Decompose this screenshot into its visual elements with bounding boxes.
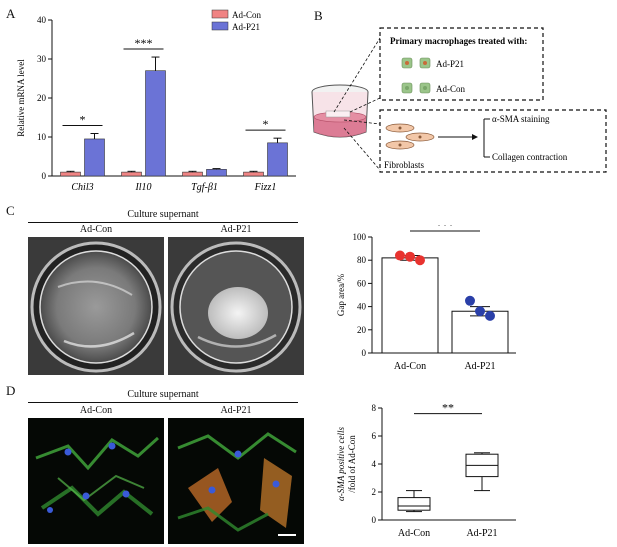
collagen-gel-photo-p21 xyxy=(168,237,304,375)
sig-marker: *** xyxy=(135,36,153,50)
y-tick-label: 0 xyxy=(362,348,367,358)
y-tick-label: 0 xyxy=(42,171,47,181)
sma-boxplot: 0 2 4 6 8 α-SMA positive cells/fold of Ad-Con… xyxy=(336,401,516,539)
sig-marker: * xyxy=(263,117,269,131)
fibroblast-icon xyxy=(385,123,435,150)
bar-ad-con-1 xyxy=(121,171,142,177)
mrna-bar-chart: Ad-Con Ad-P21 0 10 20 30 40 Relative mRNA leve… xyxy=(16,9,296,193)
bar-ad-con-2 xyxy=(182,171,203,177)
panel-d-header: Culture supernant xyxy=(127,389,199,400)
y-tick-label: 2 xyxy=(372,487,377,497)
y-tick-label: 4 xyxy=(372,459,377,469)
y-tick-label: 40 xyxy=(357,302,367,312)
y-tick-label: 60 xyxy=(357,278,367,288)
x-label: Ad-Con xyxy=(398,528,430,539)
panel-label-b: B xyxy=(314,8,323,23)
macrophage-icon-p21 xyxy=(401,57,431,69)
gap-area-chart: 0 20 40 60 80 100 Gap area/% Ad-Con Ad-P21 *** xyxy=(336,225,516,372)
gene-label: Chil3 xyxy=(71,182,93,193)
y-tick-label: 8 xyxy=(372,403,377,413)
gene-label: Fizz1 xyxy=(254,182,277,193)
bar-ad-con-0 xyxy=(60,171,81,177)
y-tick-label: 30 xyxy=(37,54,47,64)
sma-stain-micrograph-p21 xyxy=(168,418,304,544)
legend-swatch xyxy=(211,21,229,31)
box-0 xyxy=(397,497,431,511)
bar-ad-p21-3 xyxy=(267,142,288,177)
panel-c-header-line xyxy=(28,222,298,223)
collagen-gel-photo-con xyxy=(28,237,164,375)
data-point xyxy=(485,310,495,321)
sig-marker: ** xyxy=(442,401,454,415)
x-label: Ad-Con xyxy=(394,361,426,372)
gene-label: Il10 xyxy=(134,182,151,193)
y-tick-label: 20 xyxy=(37,93,47,103)
panel-label-c: C xyxy=(6,203,15,218)
panel-label-a: A xyxy=(6,6,16,21)
scale-bar xyxy=(278,534,296,536)
x-label: Ad-P21 xyxy=(464,361,495,372)
panel-c-header: Culture supernant xyxy=(127,209,199,220)
panel-label-d: D xyxy=(6,383,16,398)
panel-d-header-line xyxy=(28,402,298,403)
macrophage-box xyxy=(379,27,544,101)
data-point xyxy=(395,250,405,261)
experiment-schematic: Primary macrophages treated with: Ad-P21… xyxy=(311,27,607,173)
y-axis-label-2: /fold of Ad-Con xyxy=(347,435,357,493)
x-label: Ad-P21 xyxy=(466,528,497,539)
gene-label: Tgf-β1 xyxy=(191,182,218,193)
y-axis-label: Relative mRNA level xyxy=(16,59,26,137)
legend-label: Ad-P21 xyxy=(232,22,260,32)
y-tick-label: 40 xyxy=(37,15,47,25)
panel-d-col-con: Ad-Con xyxy=(79,405,113,416)
y-axis-label: Gap area/% xyxy=(336,273,346,316)
data-point xyxy=(415,255,425,266)
panel-d-col-p21: Ad-P21 xyxy=(220,405,252,416)
bar-ad-p21-0 xyxy=(84,138,105,177)
y-tick-label: 0 xyxy=(372,515,377,525)
bar-0 xyxy=(381,257,439,354)
y-tick-label: 80 xyxy=(357,255,367,265)
panel-c-col-con: Ad-Con xyxy=(79,224,113,235)
y-tick-label: 100 xyxy=(353,232,367,242)
y-tick-label: 20 xyxy=(357,325,367,335)
data-point xyxy=(475,306,485,317)
y-axis-label-1: α-SMA positive cells xyxy=(336,426,346,501)
label-ad-con: Ad-Con xyxy=(436,84,465,94)
sig-marker: * xyxy=(80,112,86,126)
sig-marker: *** xyxy=(436,225,454,232)
legend-label: Ad-Con xyxy=(232,10,261,20)
sma-stain-micrograph-con xyxy=(28,418,164,544)
bar-ad-p21-2 xyxy=(206,169,227,177)
legend-swatch xyxy=(211,9,229,19)
bar-ad-p21-1 xyxy=(145,70,166,177)
label-fibroblasts: Fibroblasts xyxy=(384,160,425,170)
y-tick-label: 6 xyxy=(372,431,377,441)
bar-1 xyxy=(451,310,509,354)
label-collagen-contraction: Collagen contraction xyxy=(492,152,568,162)
data-point xyxy=(405,251,415,262)
y-tick-label: 10 xyxy=(37,132,47,142)
label-sma-staining: α-SMA staining xyxy=(492,114,550,124)
macrophage-icon-con xyxy=(401,82,431,94)
label-ad-p21: Ad-P21 xyxy=(436,59,464,69)
box-title: Primary macrophages treated with: xyxy=(390,36,527,46)
fibroblast-box xyxy=(379,109,607,173)
panel-c-col-p21: Ad-P21 xyxy=(220,224,252,235)
bar-ad-con-3 xyxy=(243,171,264,177)
data-point xyxy=(465,295,475,306)
